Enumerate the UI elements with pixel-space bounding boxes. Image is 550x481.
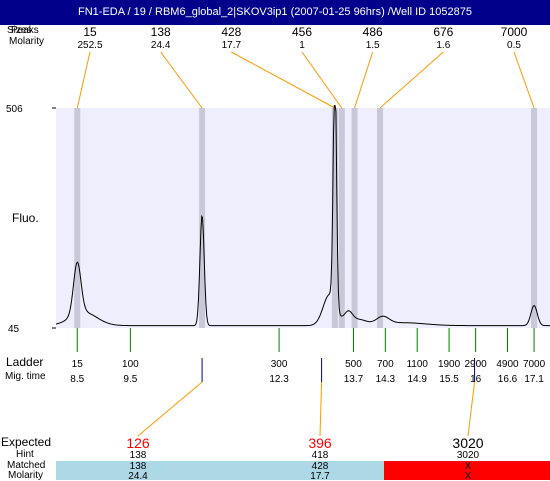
ladder-size-label: 1100 <box>406 359 428 370</box>
match-band <box>384 461 550 480</box>
peak-size-label: 428 <box>221 25 241 39</box>
molarity-value: X <box>465 471 472 480</box>
peak-connector <box>231 51 336 109</box>
peak-molarity-label: 252.5 <box>77 40 102 51</box>
ladder-time-label: 9.5 <box>123 374 137 385</box>
fluo-axis-label: Fluo. <box>12 211 39 225</box>
ladder-time-label: 17.1 <box>524 374 544 385</box>
ladder-time-label: 16.6 <box>498 374 518 385</box>
peak-connector <box>354 51 374 109</box>
peak-connector <box>160 51 203 109</box>
peak-size-label: 7000 <box>501 25 528 39</box>
expected-label: Expected <box>1 435 52 449</box>
ladder-size-label: 15 <box>72 359 84 370</box>
molarity-value: 24.4 <box>128 471 148 480</box>
expected-connector <box>319 381 323 437</box>
sizes-label: Sizes <box>7 25 32 36</box>
ladder-time-label: 13.7 <box>344 374 364 385</box>
peak-molarity-label: 17.7 <box>222 40 242 51</box>
peak-band <box>377 108 384 328</box>
peak-size-label: 456 <box>292 25 312 39</box>
ladder-size-label: 2900 <box>465 359 488 370</box>
peak-molarity-label: 1 <box>299 40 305 51</box>
peak-band <box>74 108 81 328</box>
expected-size-label: 126 <box>126 435 150 451</box>
peak-size-label: 676 <box>433 25 453 39</box>
peak-connector <box>379 51 444 109</box>
ytick-bottom: 45 <box>8 324 20 335</box>
expected-size-label: 396 <box>308 435 332 451</box>
molarity-bottom-label: Molarity <box>8 470 44 481</box>
peak-connector <box>76 51 91 109</box>
ladder-size-label: 700 <box>377 359 394 370</box>
peak-size-label: 138 <box>151 25 171 39</box>
match-band <box>252 461 384 480</box>
matched-value: X <box>465 461 472 472</box>
hint-value: 138 <box>130 450 147 461</box>
expected-connector <box>137 381 203 437</box>
peak-band <box>338 108 345 328</box>
mig-time-label: Mig. time <box>5 371 46 382</box>
peaks-label: Peaks <box>11 25 39 36</box>
peak-band <box>531 108 538 328</box>
plot-area <box>56 108 550 328</box>
peak-band <box>331 108 338 328</box>
ladder-size-label: 7000 <box>523 359 546 370</box>
ytick-top: 506 <box>6 104 23 115</box>
peak-molarity-label: 1.6 <box>436 40 450 51</box>
matched-value: 138 <box>130 461 147 472</box>
hint-value: 3020 <box>457 450 480 461</box>
ladder-time-label: 15.5 <box>439 374 459 385</box>
ladder-time-label: 8.5 <box>70 374 84 385</box>
peak-size-label: 486 <box>363 25 383 39</box>
peak-molarity-label: 0.5 <box>507 40 521 51</box>
match-band <box>56 461 252 480</box>
hint-value: 418 <box>312 450 329 461</box>
ladder-time-label: 14.9 <box>407 374 427 385</box>
ladder-time-label: 16 <box>470 374 482 385</box>
ladder-time-label: 14.3 <box>376 374 396 385</box>
window-title: FN1-EDA / 19 / RBM6_global_2|SKOV3ip1 (2… <box>0 0 550 25</box>
matched-label: Matched <box>7 460 46 471</box>
peak-molarity-label: 1.5 <box>366 40 380 51</box>
hint-label: Hint <box>16 449 34 460</box>
peak-size-label: 15 <box>83 25 97 39</box>
peak-connector <box>513 51 535 109</box>
molarity-label: Molarity <box>9 36 45 47</box>
matched-value: 428 <box>312 461 329 472</box>
peak-connector <box>301 51 343 109</box>
peak-band <box>351 108 358 328</box>
ladder-size-label: 100 <box>122 359 139 370</box>
ladder-size-label: 4900 <box>496 359 519 370</box>
expected-connector <box>467 381 476 437</box>
ladder-time-label: 12.3 <box>269 374 289 385</box>
ladder-size-label: 1900 <box>438 359 461 370</box>
ladder-size-label: 300 <box>271 359 288 370</box>
expected-size-label: 3020 <box>452 435 483 451</box>
ladder-label: Ladder <box>6 355 44 369</box>
ladder-size-label: 500 <box>345 359 362 370</box>
fluorescence-trace <box>55 105 550 327</box>
molarity-value: 17.7 <box>310 471 330 480</box>
peak-molarity-label: 24.4 <box>151 40 171 51</box>
